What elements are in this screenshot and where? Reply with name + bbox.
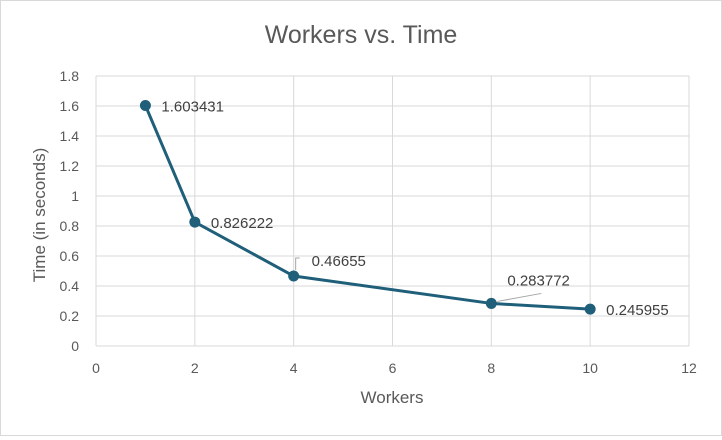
y-tick-label: 1 <box>71 188 79 204</box>
y-tick-label: 0.8 <box>60 218 80 234</box>
y-tick-label: 1.8 <box>60 68 80 84</box>
data-point <box>139 99 151 111</box>
series-workers-time <box>139 99 596 315</box>
data-label: 0.46655 <box>312 253 366 270</box>
y-tick-label: 1.4 <box>60 128 80 144</box>
data-label: 0.826222 <box>211 215 274 232</box>
data-label: 0.283772 <box>507 272 570 289</box>
y-axis-title: Time (in seconds) <box>30 148 49 282</box>
data-label: 1.603431 <box>161 98 224 115</box>
y-tick-label: 1.2 <box>60 158 80 174</box>
x-tick-label: 4 <box>290 360 298 376</box>
x-axis-ticks: 0 2 4 6 8 10 12 <box>92 360 697 376</box>
y-tick-label: 0.4 <box>60 278 80 294</box>
data-point <box>485 297 497 309</box>
data-point <box>189 216 201 228</box>
x-tick-label: 6 <box>389 360 397 376</box>
data-label: 0.245955 <box>606 302 669 319</box>
data-labels: 1.603431 0.826222 0.46655 0.283772 0.245955 <box>161 98 668 319</box>
y-tick-label: 1.6 <box>60 98 80 114</box>
data-label-leader <box>295 257 300 271</box>
x-tick-label: 12 <box>681 360 697 376</box>
data-label-leader <box>497 292 542 302</box>
data-point <box>288 270 300 282</box>
x-tick-label: 0 <box>92 360 100 376</box>
x-tick-label: 10 <box>582 360 598 376</box>
gridlines <box>95 75 690 347</box>
y-tick-label: 0.2 <box>60 308 80 324</box>
y-tick-label: 0.6 <box>60 248 80 264</box>
data-point <box>584 303 596 315</box>
x-tick-label: 8 <box>487 360 495 376</box>
y-tick-label: 0 <box>71 338 79 354</box>
chart-title: Workers vs. Time <box>265 21 458 49</box>
x-tick-label: 2 <box>191 360 199 376</box>
x-axis-title: Workers <box>361 388 424 407</box>
y-axis-ticks: 0 0.2 0.4 0.6 0.8 1 1.2 1.4 1.6 1.8 <box>60 68 80 354</box>
